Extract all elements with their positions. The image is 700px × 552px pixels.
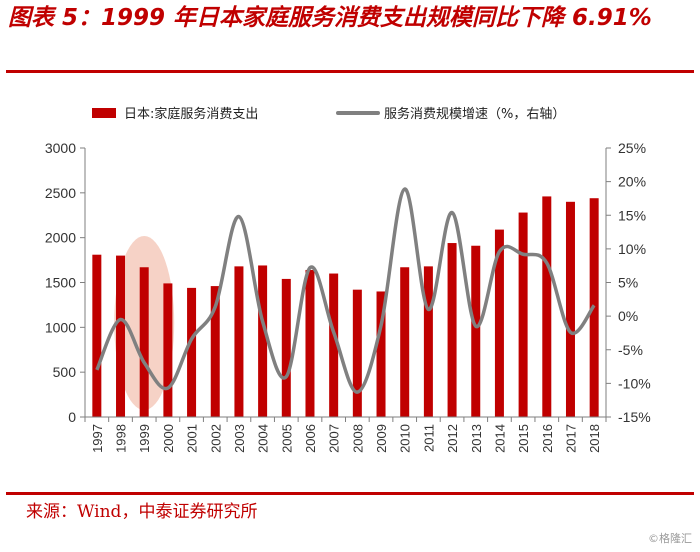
bar-series [92, 196, 599, 417]
chart-title: 图表 5：1999 年日本家庭服务消费支出规模同比下降 6.91% [8, 5, 652, 31]
legend-bar-label: 日本:家庭服务消费支出 [124, 106, 258, 122]
x-tick-label: 2006 [303, 424, 318, 453]
x-tick-label: 2015 [516, 424, 531, 453]
bar [258, 265, 268, 417]
line-series [95, 187, 596, 394]
bar [376, 291, 386, 417]
x-tick-label: 1997 [90, 424, 105, 453]
left-tick-label: 1500 [45, 275, 76, 291]
right-tick-label: 25% [618, 140, 646, 156]
chart: 日本:家庭服务消费支出 服务消费规模增速（%，右轴） 0 500 1000 1500 20… [45, 106, 651, 453]
right-tick-label: 20% [618, 174, 646, 190]
right-tick-label: 5% [618, 275, 638, 291]
bar [92, 254, 102, 417]
left-tick-label: 1000 [45, 319, 76, 335]
x-tick-label: 2003 [232, 424, 247, 453]
x-tick-label: 1999 [137, 424, 152, 453]
bar [139, 267, 149, 417]
bar [447, 243, 457, 417]
bar [329, 273, 339, 417]
bar [163, 283, 173, 417]
left-tick-label: 2000 [45, 230, 76, 246]
watermark: ©格隆汇 [648, 532, 692, 545]
bar [281, 278, 291, 417]
bar [305, 269, 315, 417]
bar [210, 286, 220, 417]
x-tick-label: 2004 [256, 424, 271, 453]
bar [518, 212, 528, 417]
left-tick-label: 2500 [45, 185, 76, 201]
x-tick-label: 2017 [563, 424, 578, 453]
x-tick-label: 2007 [327, 424, 342, 453]
left-tick-label: 500 [53, 364, 77, 380]
bar [542, 196, 552, 417]
legend: 日本:家庭服务消费支出 服务消费规模增速（%，右轴） [92, 106, 565, 122]
footer-divider [6, 492, 694, 495]
bar [352, 289, 362, 417]
x-tick-label: 2010 [398, 424, 413, 453]
title-divider [6, 70, 694, 73]
x-tick-label: 2014 [492, 424, 507, 453]
x-tick-label: 2001 [185, 424, 200, 453]
bar [116, 255, 126, 417]
left-tick-label: 0 [68, 409, 76, 425]
axes: 0 500 1000 1500 2000 2500 3000 -15% -10% -5% 0% 5% 1… [45, 140, 651, 453]
right-tick-label: -5% [618, 342, 643, 358]
legend-line-label: 服务消费规模增速（%，右轴） [384, 106, 565, 122]
x-tick-label: 2011 [421, 424, 436, 452]
bar [471, 245, 481, 417]
x-tick-label: 2000 [161, 424, 176, 453]
bar [400, 267, 410, 417]
bar [565, 201, 575, 417]
left-tick-label: 3000 [45, 140, 76, 156]
x-tick-label: 2008 [350, 424, 365, 453]
source-note: 来源：Wind，中泰证券研究所 [26, 502, 258, 522]
x-tick-label: 2018 [587, 424, 602, 453]
x-tick-label: 2009 [374, 424, 389, 453]
x-tick-label: 2016 [540, 424, 555, 453]
bar [187, 287, 197, 417]
x-tick-label: 1998 [114, 424, 129, 453]
x-tick-label: 2013 [469, 424, 484, 453]
x-tick-label: 2005 [279, 424, 294, 453]
right-tick-label: -15% [618, 409, 651, 425]
bar [423, 266, 433, 417]
x-tick-label: 2002 [208, 424, 223, 453]
right-tick-label: 15% [618, 207, 646, 223]
right-tick-label: -10% [618, 375, 651, 391]
right-tick-label: 10% [618, 241, 646, 257]
x-tick-label: 2012 [445, 424, 460, 453]
legend-bar-swatch [92, 108, 116, 118]
right-tick-label: 0% [618, 308, 638, 324]
bar [494, 229, 504, 417]
bar [234, 266, 244, 417]
